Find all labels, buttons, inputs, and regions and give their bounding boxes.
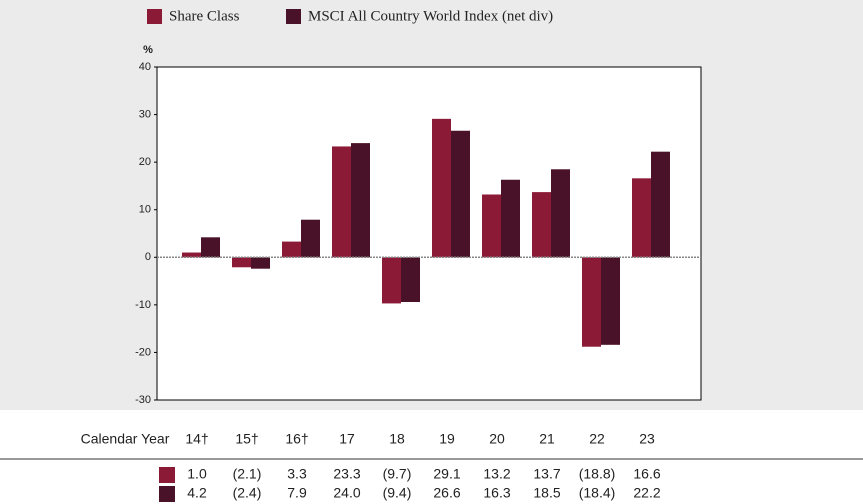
bar: [301, 219, 320, 258]
bar: [251, 257, 270, 269]
x-category-label: 19: [439, 431, 455, 447]
table-value: 4.2: [187, 485, 207, 501]
table-value: 18.5: [533, 485, 560, 501]
bar: [432, 118, 451, 258]
y-tick-label: -20: [135, 346, 151, 358]
table-value: 26.6: [433, 485, 460, 501]
y-tick-label: -10: [135, 299, 151, 311]
y-tick-label: 30: [139, 108, 151, 120]
table-value: (18.4): [579, 485, 616, 501]
bar: [351, 143, 370, 258]
table-value: 3.3: [287, 466, 307, 482]
y-tick-label: 40: [139, 61, 151, 73]
table-value: (18.8): [579, 466, 616, 482]
bar: [282, 241, 301, 258]
bar: [582, 257, 601, 347]
table-value: 7.9: [287, 485, 307, 501]
bar: [182, 252, 201, 258]
legend-label: MSCI All Country World Index (net div): [308, 8, 553, 24]
legend-swatch: [147, 9, 162, 24]
legend-swatch: [286, 9, 301, 24]
plot-area: [156, 66, 702, 401]
y-tick-label: 20: [139, 156, 151, 168]
y-tick-label: 10: [139, 204, 151, 216]
table-value: 22.2: [633, 485, 660, 501]
x-category-label: 20: [489, 431, 505, 447]
table-value: 29.1: [433, 466, 460, 482]
x-category-label: 14†: [185, 431, 208, 447]
table-value: 16.6: [633, 466, 660, 482]
bar: [382, 257, 401, 304]
bar: [201, 237, 220, 258]
table-value: (2.1): [233, 466, 262, 482]
table-value: 16.3: [483, 485, 510, 501]
bar: [651, 151, 670, 258]
x-category-label: 21: [539, 431, 555, 447]
bar: [532, 192, 551, 258]
bar: [401, 257, 420, 303]
table-value: (2.4): [233, 485, 262, 501]
table-value: 13.7: [533, 466, 560, 482]
table-swatch: [159, 467, 175, 483]
x-category-label: 17: [339, 431, 355, 447]
table-value: 23.3: [333, 466, 360, 482]
bar: [632, 178, 651, 258]
bar: [601, 257, 620, 345]
x-category-label: 22: [589, 431, 605, 447]
table-value: (9.7): [383, 466, 412, 482]
bar: [451, 130, 470, 258]
y-tick-label: 0: [145, 251, 151, 263]
bar: [501, 179, 520, 258]
x-category-label: 23: [639, 431, 655, 447]
y-tick-label: -30: [135, 394, 151, 406]
table-value: 13.2: [483, 466, 510, 482]
x-category-label: 15†: [235, 431, 258, 447]
table-value: 1.0: [187, 466, 207, 482]
y-axis-label: %: [143, 44, 153, 56]
table-value: 24.0: [333, 485, 360, 501]
table-header: Calendar Year: [81, 431, 170, 447]
bar: [482, 194, 501, 258]
bar: [332, 146, 351, 258]
table-value: (9.4): [383, 485, 412, 501]
legend-label: Share Class: [169, 8, 240, 24]
table-swatch: [159, 486, 175, 502]
bar: [551, 169, 570, 258]
x-category-label: 16†: [285, 431, 308, 447]
bar: [232, 257, 251, 268]
x-category-label: 18: [389, 431, 405, 447]
